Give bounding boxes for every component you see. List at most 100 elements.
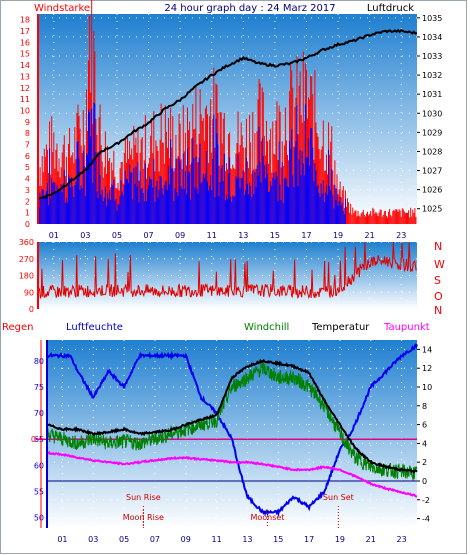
bottom-hour-labels: 01 03 05 07 09 11 13 15 17 19 21 23 [57, 535, 406, 544]
pressure-tick-label: 1029 [422, 128, 442, 137]
wind-bars [37, 0, 417, 224]
humidity-tick-label: 80 [34, 357, 44, 366]
bottom-hour-label: 09 [181, 535, 191, 544]
pressure-tick-label: 1032 [422, 71, 442, 80]
top-hour-label: 05 [112, 231, 122, 240]
top-hour-label: 09 [175, 231, 185, 240]
bottom-hour-label: 03 [88, 535, 98, 544]
top-hour-label: 03 [80, 231, 90, 240]
temperature-tick-label: 8 [422, 402, 427, 411]
wind-tick-label: 17 [20, 27, 30, 36]
legend-regen: Regen [2, 322, 34, 333]
legend-taupunkt: Taupunkt [383, 322, 430, 333]
wind-tick-label: 0 [25, 220, 30, 229]
compass-label-w: W [434, 258, 445, 271]
legend-temperatur: Temperatur [311, 322, 370, 333]
pressure-tick-label: 1034 [422, 33, 442, 42]
bottom-hour-label: 23 [396, 535, 406, 544]
direction-tick-label: 0 [29, 305, 34, 314]
chart-title: 24 hour graph day : 24 Marz 2017 [164, 3, 335, 14]
humidity-line [46, 343, 418, 518]
humidity-tick-label: 70 [34, 409, 44, 418]
temperature-tick-label: 0 [422, 477, 427, 486]
direction-tick-label: 360 [19, 238, 34, 247]
temperature-tick-label: 4 [422, 439, 427, 448]
wind-tick-label: 10 [20, 106, 30, 115]
pressure-tick-label: 1030 [422, 109, 442, 118]
humidity-tick-label: 60 [34, 461, 44, 470]
bottom-hour-label: 01 [57, 535, 67, 544]
sun-moon-markers: Sun Rise Moon Rise Sun Set Moonset [123, 493, 354, 528]
compass-label-n-top: N [434, 240, 442, 253]
direction-ticks: 0 90 180 270 360 [19, 238, 34, 314]
compass-label-n-bottom: N [434, 304, 442, 317]
bottom-hour-label: 19 [335, 535, 345, 544]
top-hour-label: 13 [238, 231, 248, 240]
top-hour-label: 19 [333, 231, 343, 240]
wind-tick-label: 13 [20, 72, 30, 81]
temperature-tick-label: 2 [422, 458, 427, 467]
rain-ticks: 0 [31, 435, 36, 444]
humidity-tick-label: 75 [34, 383, 44, 392]
temperature-tick-label: 6 [422, 421, 427, 430]
bottom-hour-label: 11 [211, 535, 221, 544]
humidity-tick-label: 55 [34, 487, 44, 496]
bottom-hour-label: 07 [150, 535, 160, 544]
pressure-line [37, 28, 418, 201]
temperature-humidity-panel: Regen Luftfeuchte Windchill Temperatur T… [2, 322, 432, 544]
direction-tick-label: 270 [19, 255, 34, 264]
top-hour-label: 11 [207, 231, 217, 240]
marker-label: Sun Set [323, 493, 354, 502]
top-hour-label: 17 [301, 231, 311, 240]
pressure-tick-label: 1025 [422, 205, 442, 214]
compass-label-o: O [434, 290, 443, 303]
top-hour-label: 01 [49, 231, 59, 240]
wind-tick-label: 2 [25, 197, 30, 206]
direction-tick-label: 180 [19, 272, 34, 281]
top-hour-label: 21 [365, 231, 375, 240]
wind-tick-label: 9 [25, 118, 30, 127]
wind-tick-label: 16 [20, 38, 30, 47]
pressure-tick-label: 1028 [422, 147, 442, 156]
bottom-hour-label: 21 [366, 535, 376, 544]
wind-direction-panel: 0 90 180 270 360 N W S O N [19, 238, 445, 317]
pressure-ticks: 1025 1026 1027 1028 1029 1030 1031 1032 1033 1034… [417, 14, 442, 214]
wind-tick-label: 4 [25, 175, 30, 184]
temperature-ticks: -4 -2 0 2 4 6 8 10 12 14 [417, 345, 432, 524]
bottom-hour-label: 05 [119, 535, 129, 544]
bottom-hour-label: 13 [242, 535, 252, 544]
temperature-tick-label: -2 [422, 496, 430, 505]
temperature-line [47, 358, 418, 474]
wind-tick-label: 3 [25, 186, 30, 195]
wind-tick-label: 6 [25, 152, 30, 161]
temperature-tick-label: 10 [422, 383, 432, 392]
bottom-hour-label: 15 [273, 535, 283, 544]
bottom-hour-label: 17 [304, 535, 314, 544]
wind-tick-label: 8 [25, 129, 30, 138]
compass-labels: N W S O N [434, 240, 445, 317]
windchill-line [46, 361, 418, 481]
wind-tick-label: 1 [25, 209, 30, 218]
temperature-tick-label: 12 [422, 364, 432, 373]
direction-tick-label: 90 [24, 288, 34, 297]
wind-tick-label: 14 [20, 61, 30, 70]
humidity-tick-label: 50 [34, 514, 44, 523]
wind-direction-line [37, 241, 417, 300]
pressure-axis-title: Luftdruck [367, 3, 414, 14]
pressure-tick-label: 1027 [422, 167, 442, 176]
compass-label-s: S [434, 274, 441, 287]
top-hour-label: 07 [143, 231, 153, 240]
wind-tick-label: 15 [20, 50, 30, 59]
top-hour-label: 23 [396, 231, 406, 240]
wind-tick-label: 11 [20, 95, 30, 104]
marker-label: Moonset [250, 513, 284, 522]
top-hour-label: 15 [270, 231, 280, 240]
marker-label: Sun Rise [126, 493, 161, 502]
temperature-tick-label: -4 [422, 515, 430, 524]
wind-tick-label: 5 [25, 163, 30, 172]
legend-luftfeuchte: Luftfeuchte [66, 322, 123, 333]
wind-pressure-panel: Windstarke 24 hour graph day : 24 Marz 2… [20, 0, 442, 240]
pressure-tick-label: 1031 [422, 90, 442, 99]
